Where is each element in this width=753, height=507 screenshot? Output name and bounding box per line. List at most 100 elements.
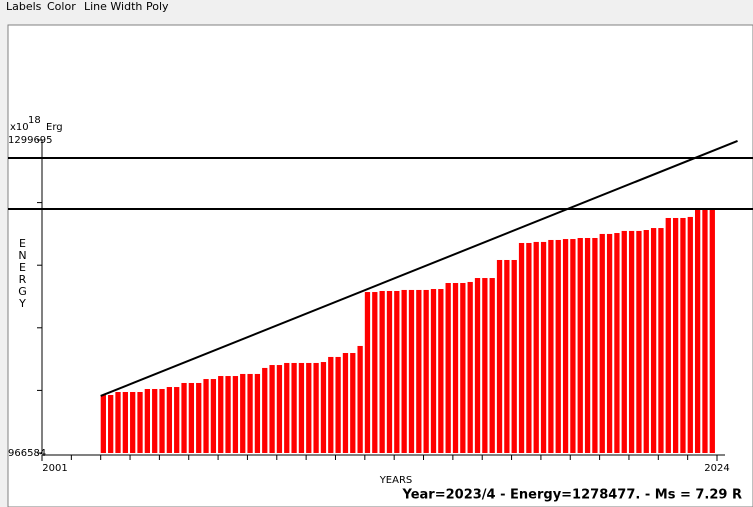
bar: [254, 373, 261, 453]
bar: [518, 242, 525, 453]
bar: [379, 290, 385, 453]
bar: [364, 292, 371, 453]
bar: [372, 292, 378, 453]
unit-exponent: 18: [28, 115, 41, 126]
bar: [584, 237, 591, 453]
bar: [650, 228, 657, 453]
bar: [320, 362, 327, 453]
bar: [430, 289, 437, 453]
bar: [130, 392, 136, 453]
bar: [438, 289, 444, 453]
bar: [577, 237, 583, 453]
bar: [423, 289, 429, 453]
bar: [386, 290, 393, 453]
bar: [621, 230, 627, 453]
bar: [474, 278, 481, 453]
bar: [203, 379, 209, 453]
x-tick-label: 2024: [704, 463, 729, 474]
bar: [225, 376, 231, 453]
menu-item[interactable]: Line Width: [84, 0, 142, 13]
bar: [636, 230, 642, 453]
bar: [306, 362, 312, 453]
bar: [108, 395, 114, 453]
unit-base: x10: [10, 122, 29, 133]
bar: [526, 242, 532, 453]
bar: [100, 395, 106, 453]
bar: [394, 290, 400, 453]
bar: [181, 382, 187, 453]
bar: [144, 388, 150, 453]
bar: [122, 392, 128, 453]
bar: [247, 373, 253, 453]
bar: [614, 233, 620, 453]
bar: [276, 365, 283, 453]
bar: [159, 388, 165, 453]
bar: [335, 356, 341, 453]
bar: [137, 392, 143, 453]
bar: [262, 367, 268, 453]
bar: [540, 241, 547, 453]
bar: [291, 362, 297, 453]
bar: [452, 283, 459, 453]
bar: [665, 217, 671, 453]
bar: [482, 278, 488, 453]
unit-name: Erg: [46, 122, 63, 133]
bar: [460, 283, 466, 453]
bar: [687, 216, 693, 453]
bar: [350, 353, 356, 453]
bar: [467, 281, 473, 453]
bar: [196, 382, 202, 453]
y-tick-label: 966584: [8, 448, 46, 459]
bar: [269, 365, 275, 453]
bar: [489, 278, 495, 453]
bar: [694, 208, 701, 453]
bar: [115, 392, 121, 453]
bar: [504, 259, 510, 453]
bar: [570, 239, 576, 453]
bar: [174, 387, 180, 453]
bar: [240, 373, 246, 453]
bar: [401, 289, 407, 453]
bar: [672, 217, 679, 453]
bar: [496, 259, 503, 453]
bar: [328, 356, 334, 453]
bar: [284, 362, 290, 453]
bar: [658, 228, 664, 453]
bar: [702, 208, 708, 453]
y-axis-label: ENERGY: [18, 237, 27, 310]
menu-item[interactable]: Labels: [6, 0, 42, 13]
bar: [166, 387, 173, 453]
bar: [357, 345, 363, 453]
bar: [313, 362, 319, 453]
bar: [445, 283, 451, 453]
bar: [709, 208, 715, 453]
bar: [606, 233, 613, 453]
bar: [680, 217, 686, 453]
x-tick-label: 2001: [42, 463, 67, 474]
bar: [218, 376, 224, 453]
menu-item[interactable]: Poly: [146, 0, 169, 13]
bar: [416, 289, 422, 453]
bar: [592, 237, 598, 453]
bar: [342, 353, 349, 453]
bar: [555, 239, 561, 453]
bar: [533, 241, 539, 453]
trend-line: [100, 140, 738, 397]
y-tick-label: 1299695: [8, 135, 53, 146]
bar: [628, 230, 635, 453]
bar: [643, 230, 649, 453]
bar: [511, 259, 517, 453]
bar: [232, 376, 239, 453]
bar: [562, 239, 569, 453]
bar: [408, 289, 415, 453]
bar: [298, 362, 305, 453]
bar: [210, 379, 217, 453]
menu-item[interactable]: Color: [47, 0, 76, 13]
bar: [152, 388, 158, 453]
x-axis-label: YEARS: [379, 475, 413, 486]
bar: [548, 239, 554, 453]
status-text: Year=2023/4 - Energy=1278477. - Ms = 7.2…: [401, 488, 742, 503]
bar: [599, 233, 605, 453]
